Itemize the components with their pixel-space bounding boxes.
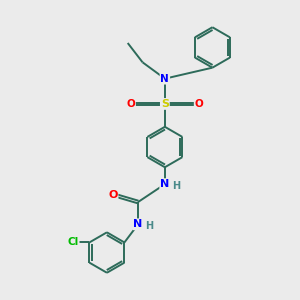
Text: S: S	[161, 99, 169, 109]
Text: Cl: Cl	[68, 237, 79, 248]
Text: N: N	[134, 219, 143, 229]
Text: O: O	[126, 99, 135, 109]
Text: N: N	[160, 74, 169, 84]
Text: H: H	[145, 221, 154, 231]
Text: O: O	[195, 99, 203, 109]
Text: O: O	[108, 190, 118, 200]
Text: H: H	[172, 181, 180, 191]
Text: N: N	[160, 179, 170, 189]
